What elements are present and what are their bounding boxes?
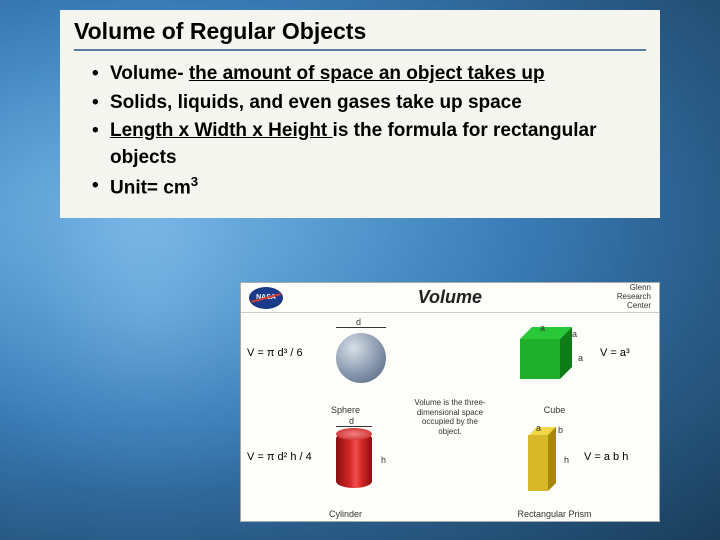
diagram-title: Volume <box>418 287 482 308</box>
bullet-3: Length x Width x Height is the formula f… <box>92 118 646 171</box>
bullet-4: Unit= cm3 <box>92 173 646 202</box>
diagram-center-note: Volume is the three-dimensional space oc… <box>410 398 490 436</box>
cube-dim-a1: a <box>540 323 545 333</box>
cyl-d-line <box>336 426 372 427</box>
prism-dim-a: a <box>536 423 541 433</box>
diagram-source: Glenn Research Center <box>617 284 651 310</box>
bullet-3-underlined: Length x Width x Height <box>110 120 333 141</box>
cylinder-shape-icon <box>336 432 372 488</box>
sphere-shape-icon <box>336 333 386 383</box>
cube-label: Cube <box>544 405 566 415</box>
sphere-label: Sphere <box>331 405 360 415</box>
prism-label: Rectangular Prism <box>517 509 591 519</box>
cylinder-label: Cylinder <box>329 509 362 519</box>
cylinder-formula: V = π d² h / 4 <box>247 451 312 463</box>
nasa-text: NASA <box>256 294 276 301</box>
bullet-1-underlined: the amount of space an object takes up <box>189 63 545 84</box>
bullet-list: Volume- the amount of space an object ta… <box>74 61 646 202</box>
prism-dim-b: b <box>558 425 563 435</box>
bullet-2-text: Solids, liquids, and even gases take up … <box>110 92 522 113</box>
nasa-logo-icon: NASA <box>249 287 283 309</box>
cylinder-dim-h: h <box>381 455 386 465</box>
cube-dim-a2: a <box>572 329 577 339</box>
diagram-header: NASA Volume Glenn Research Center <box>241 283 659 313</box>
prism-formula: V = a b h <box>584 451 628 463</box>
source-line3: Center <box>617 302 651 311</box>
cube-dim-a3: a <box>578 353 583 363</box>
volume-diagram: NASA Volume Glenn Research Center V = π … <box>240 282 660 522</box>
bullet-2: Solids, liquids, and even gases take up … <box>92 90 646 117</box>
prism-shape-icon <box>528 427 552 491</box>
bullet-1: Volume- the amount of space an object ta… <box>92 61 646 88</box>
slide-title: Volume of Regular Objects <box>74 18 646 45</box>
sphere-dim-d: d <box>356 317 361 327</box>
bullet-4-prefix: Unit= cm <box>110 178 191 199</box>
sphere-formula: V = π d³ / 6 <box>247 347 303 359</box>
prism-dim-h: h <box>564 455 569 465</box>
cube-formula: V = a³ <box>600 347 630 359</box>
bullet-4-super: 3 <box>191 174 198 189</box>
bullet-1-prefix: Volume- <box>110 63 189 84</box>
title-underline <box>74 49 646 51</box>
cube-shape-icon <box>520 331 568 379</box>
diagram-grid: V = π d³ / 6 d Sphere a a a V = a³ Cube … <box>241 313 659 521</box>
sphere-d-line <box>336 327 386 328</box>
cylinder-dim-d: d <box>349 416 354 426</box>
content-box: Volume of Regular Objects Volume- the am… <box>60 10 660 218</box>
